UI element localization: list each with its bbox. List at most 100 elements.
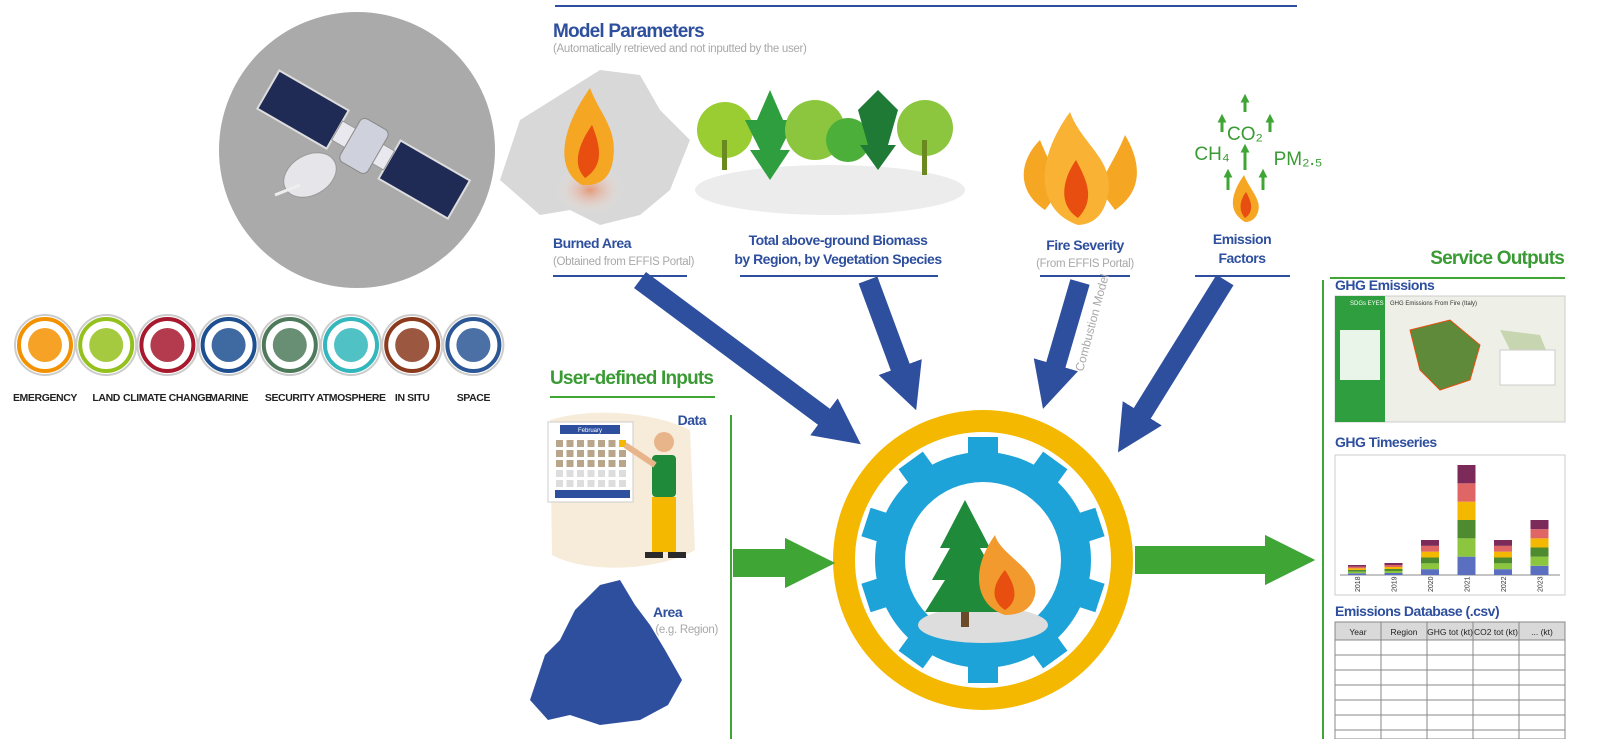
service-icon-core (211, 328, 246, 362)
year-label: 2023 (1538, 576, 1545, 592)
trees-icon (695, 90, 965, 215)
gas-label: CO₂ (1227, 124, 1263, 145)
calendar-cell (577, 450, 584, 457)
calendar-cell (619, 460, 626, 467)
column-header: Year (1349, 627, 1366, 637)
service-icon-core (334, 328, 368, 362)
calendar-cell (566, 440, 574, 447)
calendar-cell (566, 450, 574, 457)
output-label: Emissions Database (.csv) (1335, 603, 1499, 619)
bar-segment (1348, 571, 1366, 574)
column-header: CO2 tot (kt) (1474, 627, 1518, 637)
param-label: Burned Area (553, 235, 632, 251)
service-icon-core (456, 328, 491, 362)
calendar-cell (598, 470, 605, 477)
service-label: CLIMATE CHANGE (123, 392, 212, 404)
service-icon-core (395, 328, 430, 362)
bar-segment (1421, 545, 1439, 552)
bar-segment (1530, 520, 1549, 530)
service-label: ATMOSPHERE (316, 392, 386, 404)
section-title: Service Outputs (1430, 248, 1564, 269)
service-icon-ring (200, 317, 257, 373)
gear-tooth (1066, 574, 1105, 613)
calendar-cell (556, 470, 563, 477)
calendar-cell (598, 450, 605, 457)
bar-segment (1457, 538, 1476, 557)
calendar-cell (587, 440, 595, 447)
map-thumbnail: SDGs EYES GHG Emissions From Fire (Italy… (1334, 295, 1566, 423)
bar-segment (1348, 573, 1366, 575)
calendar-cell (556, 450, 563, 457)
calendar-cell (556, 480, 563, 487)
bar-segment (1348, 570, 1366, 572)
param-label: by Region, by Vegetation Species (734, 251, 942, 267)
service-label: SPACE (457, 392, 491, 404)
map-title: GHG Emissions From Fire (Italy) (1390, 301, 1477, 307)
calendar-cell (566, 470, 574, 477)
burned-area-icon (500, 70, 690, 225)
bar-segment (1421, 551, 1439, 558)
gas-label: PM₂.₅ (1274, 149, 1323, 170)
bar-segment (1348, 566, 1366, 569)
service-icon-ring (261, 317, 318, 373)
app-name: SDGs EYES (1350, 301, 1384, 307)
param-label: Emission (1213, 231, 1271, 247)
gear-tooth (1066, 507, 1105, 546)
calendar-cell (598, 480, 605, 487)
service-icon-core (150, 328, 185, 362)
gas-label: CH₄ (1194, 144, 1229, 165)
calendar-cell (577, 440, 584, 447)
calendar-cell (587, 450, 595, 457)
bar-segment (1421, 540, 1439, 546)
bar-segment (1348, 565, 1366, 567)
service-label: MARINE (209, 392, 248, 404)
output-label: GHG Emissions (1335, 277, 1435, 293)
bar-segment (1384, 563, 1403, 565)
bar-segment (1384, 567, 1403, 569)
calendar-month: February (578, 428, 602, 434)
bar-segment (1530, 538, 1549, 548)
service-icon-ring (17, 317, 73, 373)
flow-arrows (733, 534, 1316, 589)
calendar-cell (608, 470, 616, 477)
input-label: Data (678, 412, 707, 428)
service-label: LAND (92, 392, 120, 404)
bar-segment (1494, 551, 1512, 558)
gear-tooth (861, 574, 900, 613)
section-subtitle: (Automatically retrieved and not inputte… (553, 43, 807, 55)
gear-tooth (898, 626, 941, 669)
input-label: Area (653, 604, 683, 620)
bar-segment (1530, 529, 1549, 539)
europe-map (530, 580, 682, 725)
calendar-cell (619, 450, 626, 457)
output-label: GHG Timeseries (1335, 434, 1437, 450)
gear-tooth (1025, 451, 1068, 494)
gear-tooth (898, 451, 941, 494)
bar-segment (1494, 540, 1512, 546)
calendar-cell (566, 480, 574, 487)
calendar-cell (619, 440, 626, 447)
bar-segment (1384, 565, 1403, 567)
calendar-cell (608, 450, 616, 457)
bar-segment (1384, 569, 1403, 571)
bar-segment (1494, 545, 1512, 552)
column-header: Region (1391, 627, 1418, 637)
calendar-cell (598, 460, 605, 467)
bar-segment (1530, 556, 1549, 566)
service-icon-ring (384, 317, 441, 373)
calendar-cell (556, 460, 563, 467)
central-model (823, 400, 1143, 720)
service-label: IN SITU (395, 392, 430, 404)
emission-icon: CO₂ CH₄ PM₂.₅ (1194, 93, 1323, 222)
service-icon-core (28, 328, 62, 362)
calendar-cell (619, 480, 626, 487)
service-icon-ring (323, 317, 379, 373)
param-note: (From EFFIS Portal) (1036, 258, 1134, 270)
calendar-cell (619, 470, 626, 477)
bar-segment (1457, 465, 1476, 484)
gear-tooth (968, 653, 998, 683)
year-label: 2019 (1392, 576, 1399, 592)
service-icon-ring (445, 317, 502, 373)
section-title: User-defined Inputs (550, 368, 713, 389)
